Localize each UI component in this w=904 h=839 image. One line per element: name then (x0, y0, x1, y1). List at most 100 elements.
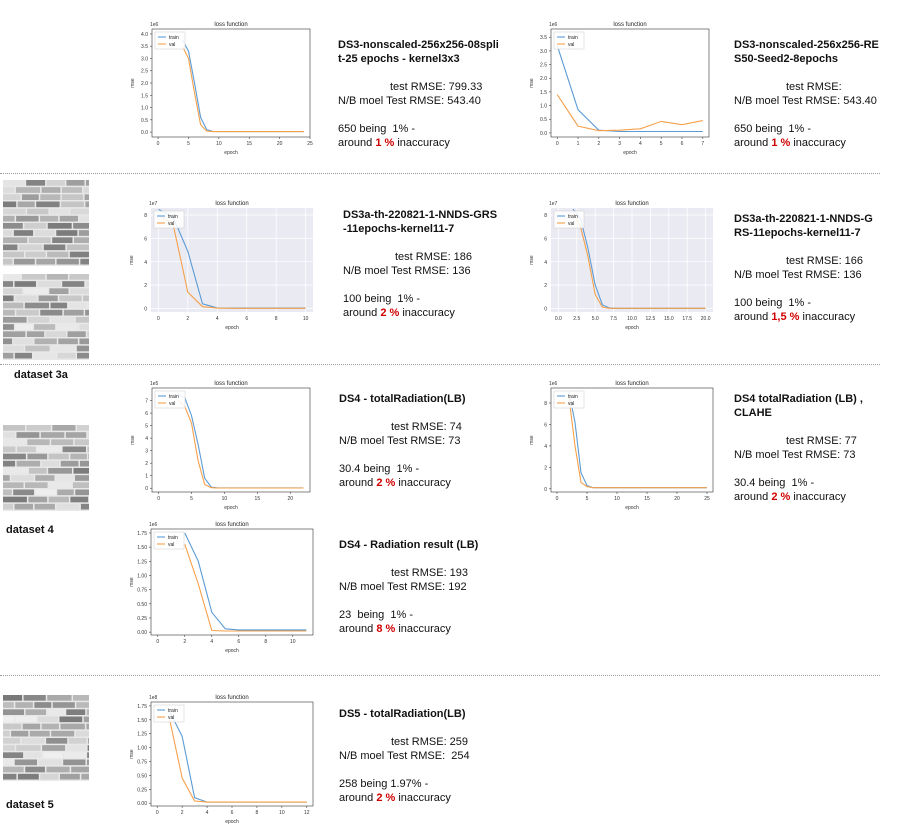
legend-box (153, 704, 185, 723)
brick (3, 766, 24, 773)
x-axis-label: epoch (625, 325, 639, 331)
brick (3, 194, 21, 200)
brick (3, 187, 15, 193)
x-tick-label: 12.5 (646, 316, 656, 322)
y-tick-label: 1.75 (137, 704, 147, 710)
plot-frame (151, 387, 311, 493)
brick (70, 208, 89, 215)
brick (24, 302, 49, 309)
test-rmse: test RMSE: 186 (395, 251, 473, 263)
brick (62, 446, 86, 453)
y-tick-label: 0.50 (137, 773, 147, 779)
brick (56, 324, 79, 330)
y-tick-label: 8 (144, 213, 147, 219)
percent-reference: 30.4 being 1% - (734, 477, 815, 489)
plot-frame (550, 387, 714, 493)
inaccuracy-percent: 1,5 % (771, 311, 800, 323)
inaccuracy-suffix: inaccuracy (395, 623, 451, 635)
brick (76, 702, 89, 708)
y-tick-label: 6 (544, 236, 547, 242)
brick (87, 745, 89, 751)
x-tick-label: 5 (660, 141, 663, 147)
dataset-3a-thumbnail-top (3, 180, 89, 266)
nb-model-test-rmse: N/B moel Test RMSE: 136 (343, 265, 471, 277)
brick (77, 352, 89, 359)
inaccuracy-prefix: around (734, 491, 772, 503)
y-tick-label: 1.25 (137, 732, 147, 738)
plot-frame (151, 28, 311, 138)
y-axis-label: mse (529, 78, 535, 88)
x-tick-label: 1 (577, 141, 580, 147)
brick (70, 453, 87, 460)
y-tick-label: 4 (544, 260, 547, 266)
brick (22, 723, 41, 730)
brick (28, 237, 51, 243)
result-block: DS4 - totalRadiation(LB) test RMSE: 74 N/B… (339, 392, 466, 490)
brick (87, 432, 89, 438)
y-axis-label: mse (129, 255, 135, 265)
brick (16, 460, 41, 467)
loss-chart-ds4-radiation-result: 0.00 0.25 0.50 0.75 1.00 1.25 1.50 1.75 0 2 4 6 8 10 l… (129, 522, 314, 654)
brick (79, 324, 89, 330)
brick (63, 309, 84, 316)
plot-frame (550, 28, 710, 138)
brick (3, 460, 16, 467)
x-tick-label: 5 (187, 141, 190, 147)
inaccuracy-line: around 2 % inaccuracy (343, 306, 497, 320)
brick (3, 331, 26, 337)
brick (13, 258, 35, 265)
result-title: DS3a-th-220821-1-NNDS-G RS-11epochs-kern… (734, 213, 873, 239)
brick (86, 759, 89, 766)
brick (40, 309, 63, 316)
y-axis-exponent: 1e6 (549, 381, 558, 387)
x-tick-label: 20 (287, 496, 293, 502)
inaccuracy-suffix: inaccuracy (399, 307, 455, 319)
brick (46, 274, 68, 280)
brick (14, 281, 37, 287)
brick (27, 439, 50, 445)
legend-label-train: train (568, 394, 578, 400)
y-axis-exponent: 1e8 (149, 695, 158, 701)
test-rmse: test RMSE: 77 (786, 435, 857, 447)
brick (61, 187, 83, 193)
y-tick-label: 0.75 (137, 588, 147, 594)
brick (21, 738, 45, 744)
chart-title: loss function (215, 522, 248, 528)
percent-reference: 100 being 1% - (734, 297, 812, 309)
brick (3, 324, 14, 330)
brick (25, 766, 45, 773)
brick (42, 745, 66, 751)
brick (3, 345, 24, 352)
brick (49, 482, 72, 488)
brick (57, 489, 74, 496)
brick (28, 468, 47, 474)
brick (80, 503, 89, 510)
brick (87, 752, 89, 758)
brick (79, 460, 89, 467)
brick (56, 503, 80, 510)
series-line-train (568, 392, 707, 489)
brick (3, 489, 12, 496)
y-tick-label: 0 (145, 486, 148, 492)
plot-frame (150, 701, 314, 807)
result-title: DS4 - Radiation result (LB) (339, 539, 479, 551)
inaccuracy-prefix: around (734, 311, 772, 323)
x-tick-label: 15 (255, 496, 261, 502)
test-rmse: test RMSE: 74 (391, 421, 462, 433)
brick (55, 475, 74, 481)
brick (3, 352, 14, 359)
brick (3, 223, 23, 229)
x-tick-label: 7.5 (610, 316, 617, 322)
percent-reference: 30.4 being 1% - (339, 463, 420, 475)
brick (3, 745, 15, 751)
x-tick-label: 20 (277, 141, 283, 147)
x-tick-label: 0 (156, 810, 159, 816)
series-line-val (169, 719, 307, 803)
legend-box (153, 210, 185, 229)
y-tick-label: 1.25 (137, 559, 147, 565)
brick (75, 730, 89, 737)
dataset-label: dataset 5 (6, 799, 54, 811)
brick (84, 194, 89, 200)
legend-box (553, 31, 585, 50)
y-tick-label: 1.00 (137, 746, 147, 752)
